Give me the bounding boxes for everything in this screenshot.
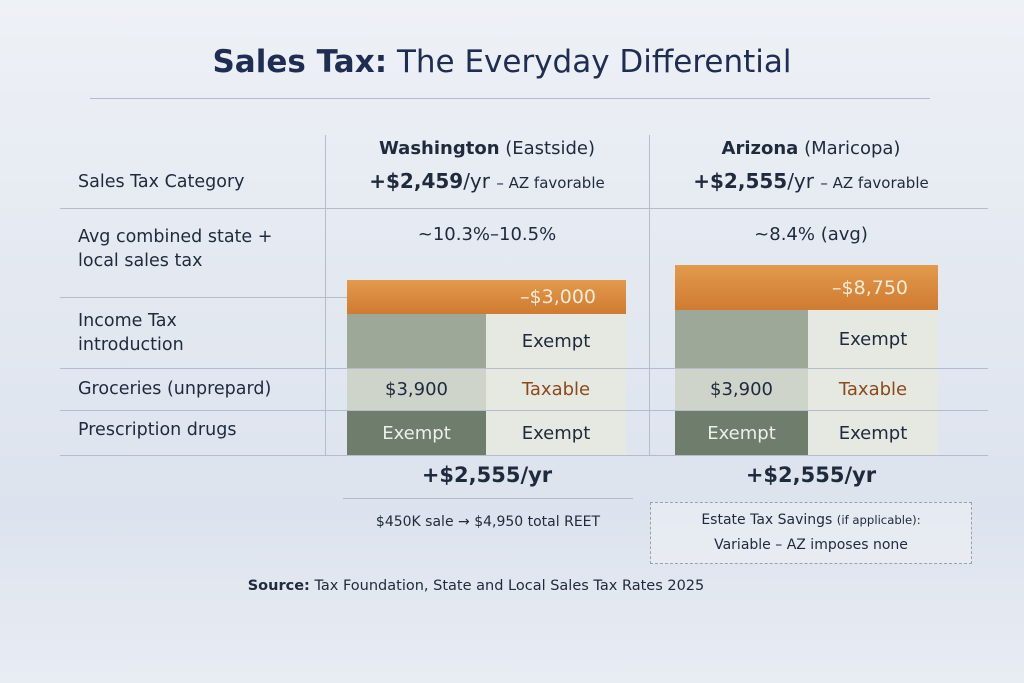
- summary-note: – AZ favorable: [496, 174, 605, 192]
- cell: Exempt: [808, 411, 938, 455]
- row-label: Prescription drugs: [78, 420, 237, 440]
- cell: Exempt: [808, 310, 938, 368]
- row-label: Avg combined state + local sales tax: [78, 227, 273, 271]
- washington-note: $450K sale → $4,950 total REET: [375, 514, 601, 530]
- cell: [675, 310, 808, 368]
- row-rule: [60, 297, 347, 298]
- row-label: Income Tax introduction: [78, 311, 184, 355]
- source-label: Source:: [247, 578, 310, 594]
- summary-bold: +$2,459: [369, 169, 464, 193]
- summary-note: – AZ favorable: [820, 174, 929, 192]
- washington-header: Washington (Eastside): [325, 138, 649, 159]
- name-bold: Arizona: [721, 138, 799, 159]
- washington-total: +$2,555/yr: [421, 463, 553, 487]
- summary-unit: /yr: [787, 169, 814, 193]
- cell: Exempt: [347, 411, 486, 455]
- summary-bold: +$2,555: [693, 169, 788, 193]
- note-bold: Estate Tax Savings: [701, 512, 833, 528]
- title-rule: [90, 98, 930, 99]
- income-tax-bar: –$3,000: [347, 280, 626, 314]
- column-divider: [325, 135, 326, 455]
- cell: Taxable: [486, 369, 626, 410]
- title: Sales Tax: The Everyday Differential: [0, 44, 1004, 80]
- title-bold: Sales Tax:: [212, 44, 388, 80]
- row-rule: [60, 410, 988, 411]
- column-divider: [649, 135, 650, 455]
- name-rest: (Eastside): [505, 138, 596, 159]
- row-label: Sales Tax Category: [78, 172, 245, 192]
- cell: Exempt: [675, 411, 808, 455]
- title-rest: The Everyday Differential: [396, 44, 792, 80]
- arizona-total: +$2,555/yr: [745, 463, 877, 487]
- name-rest: (Maricopa): [804, 138, 901, 159]
- arizona-rate: ~8.4% (avg): [754, 224, 868, 245]
- row-rule: [60, 368, 988, 369]
- name-bold: Washington: [378, 138, 500, 159]
- cell: $3,900: [347, 369, 486, 410]
- income-tax-bar: –$8,750: [675, 265, 938, 310]
- cell: Exempt: [486, 411, 626, 455]
- cell: Taxable: [808, 369, 938, 410]
- row-rule: [60, 208, 988, 209]
- source: Source: Tax Foundation, State and Local …: [0, 578, 952, 594]
- row-rule: [60, 455, 988, 456]
- note-paren: (if applicable):: [836, 513, 921, 527]
- arizona-summary: +$2,555/yr – AZ favorable: [649, 169, 973, 193]
- source-text: Tax Foundation, State and Local Sales Ta…: [314, 578, 705, 594]
- summary-unit: /yr: [463, 169, 490, 193]
- washington-rate: ~10.3%–10.5%: [417, 224, 557, 245]
- washington-summary: +$2,459/yr – AZ favorable: [325, 169, 649, 193]
- row-label: Groceries (unprepard): [78, 379, 272, 399]
- arizona-note: Estate Tax Savings (if applicable): Vari…: [650, 502, 972, 564]
- cell: Exempt: [486, 314, 626, 368]
- note-rule: [343, 498, 633, 499]
- note-line: Variable – AZ imposes none: [714, 537, 908, 553]
- arizona-header: Arizona (Maricopa): [649, 138, 973, 159]
- cell: $3,900: [675, 369, 808, 410]
- cell: [347, 314, 486, 368]
